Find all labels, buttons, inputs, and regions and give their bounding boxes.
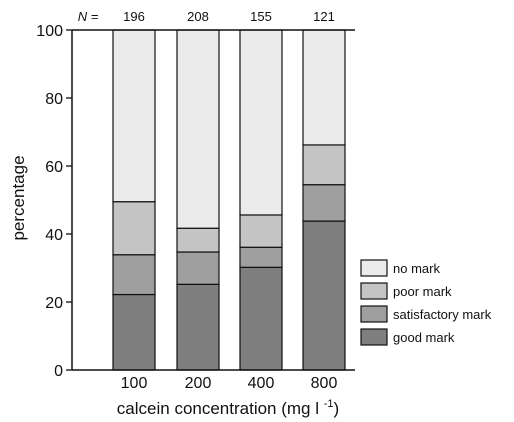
y-axis-label: percentage (9, 155, 28, 240)
bars-layer (112, 29, 346, 371)
bar-segment-no-mark-200 (176, 29, 220, 229)
bar-segment-good-mark-800 (302, 220, 346, 371)
y-tick-label: 20 (45, 295, 63, 312)
bar-segment-no-mark-400 (239, 29, 283, 216)
bar-segment-good-mark-400 (239, 266, 283, 371)
legend-swatch-poor-mark (360, 282, 388, 300)
axes-layer (66, 29, 355, 371)
bar-segment-poor-mark-200 (176, 227, 220, 253)
legend-label-good-mark: good mark (393, 330, 455, 345)
legend-label-no-mark: no mark (393, 261, 440, 276)
legend-swatch-no-mark (360, 259, 388, 277)
legend-label-satisfactory-mark: satisfactory mark (393, 307, 492, 322)
bar-segment-satisfactory-mark-100 (112, 254, 156, 296)
x-axis-label: calcein concentration (mg l -1) (117, 398, 339, 418)
bar-segment-no-mark-100 (112, 29, 156, 203)
y-tick-label: 40 (45, 227, 63, 244)
y-tick-label: 60 (45, 159, 63, 176)
legend-swatch-good-mark (360, 328, 388, 346)
bar-segment-satisfactory-mark-400 (239, 246, 283, 268)
y-tick-label: 80 (45, 91, 63, 108)
bar-segment-satisfactory-mark-800 (302, 184, 346, 222)
n-count-label: 196 (123, 9, 145, 24)
legend: no mark poor mark satisfactory mark good ma… (360, 259, 492, 346)
y-tick-label: 100 (36, 23, 63, 40)
y-tick-label: 0 (54, 363, 63, 380)
n-count-label: 155 (250, 9, 272, 24)
bar-segment-poor-mark-100 (112, 201, 156, 256)
labels-layer: 0 20 40 60 80 100 100 196 200 208 400 155 800 121 N = p… (9, 9, 339, 418)
n-count-label: 208 (187, 9, 209, 24)
x-tick-label: 400 (248, 375, 275, 392)
legend-label-poor-mark: poor mark (393, 284, 452, 299)
bar-segment-poor-mark-400 (239, 214, 283, 248)
bar-segment-good-mark-100 (112, 293, 156, 371)
bar-segment-good-mark-200 (176, 283, 220, 371)
legend-swatch-satisfactory-mark (360, 305, 388, 323)
bar-segment-no-mark-800 (302, 29, 346, 146)
x-tick-label: 100 (121, 375, 148, 392)
x-tick-label: 800 (311, 375, 338, 392)
bar-segment-poor-mark-800 (302, 144, 346, 186)
bar-segment-satisfactory-mark-200 (176, 251, 220, 285)
n-count-label: 121 (313, 9, 335, 24)
n-title: N = (78, 9, 99, 24)
x-tick-label: 200 (185, 375, 212, 392)
